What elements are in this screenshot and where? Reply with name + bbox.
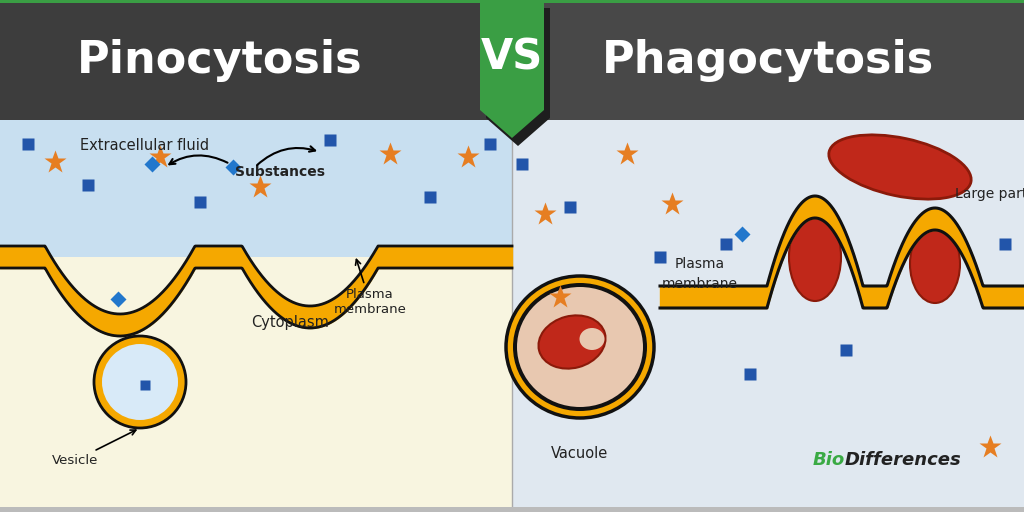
Bar: [0, 0, 1024, 3]
Text: VS: VS: [481, 37, 543, 79]
Text: Extracellular fluid: Extracellular fluid: [81, 138, 210, 153]
Ellipse shape: [580, 328, 604, 350]
Text: Differences: Differences: [845, 451, 962, 469]
Ellipse shape: [539, 315, 605, 369]
Bar: [0, 120, 512, 257]
Text: Vacuole: Vacuole: [551, 446, 608, 461]
Bar: [512, 120, 1024, 512]
Text: Substances: Substances: [234, 165, 325, 179]
Ellipse shape: [94, 336, 186, 428]
Text: Large particle: Large particle: [955, 187, 1024, 201]
Ellipse shape: [506, 276, 654, 418]
Ellipse shape: [102, 344, 178, 420]
Ellipse shape: [517, 287, 643, 407]
Ellipse shape: [828, 135, 971, 199]
Polygon shape: [480, 0, 544, 138]
Bar: [0, 507, 1024, 512]
Text: Plasma
membrane: Plasma membrane: [662, 257, 738, 291]
Bar: [0, 257, 512, 512]
Text: Bio: Bio: [813, 451, 845, 469]
Ellipse shape: [790, 213, 841, 301]
Text: Pinocytosis: Pinocytosis: [77, 38, 362, 81]
Text: Cytoplasm: Cytoplasm: [251, 314, 329, 330]
Text: Vesicle: Vesicle: [52, 430, 136, 467]
Polygon shape: [486, 8, 550, 146]
Ellipse shape: [513, 283, 647, 411]
Text: Plasma
membrane: Plasma membrane: [334, 260, 407, 316]
Ellipse shape: [910, 225, 961, 303]
Bar: [0, 0, 512, 120]
Text: Phagocytosis: Phagocytosis: [602, 38, 934, 81]
Bar: [512, 0, 1024, 120]
